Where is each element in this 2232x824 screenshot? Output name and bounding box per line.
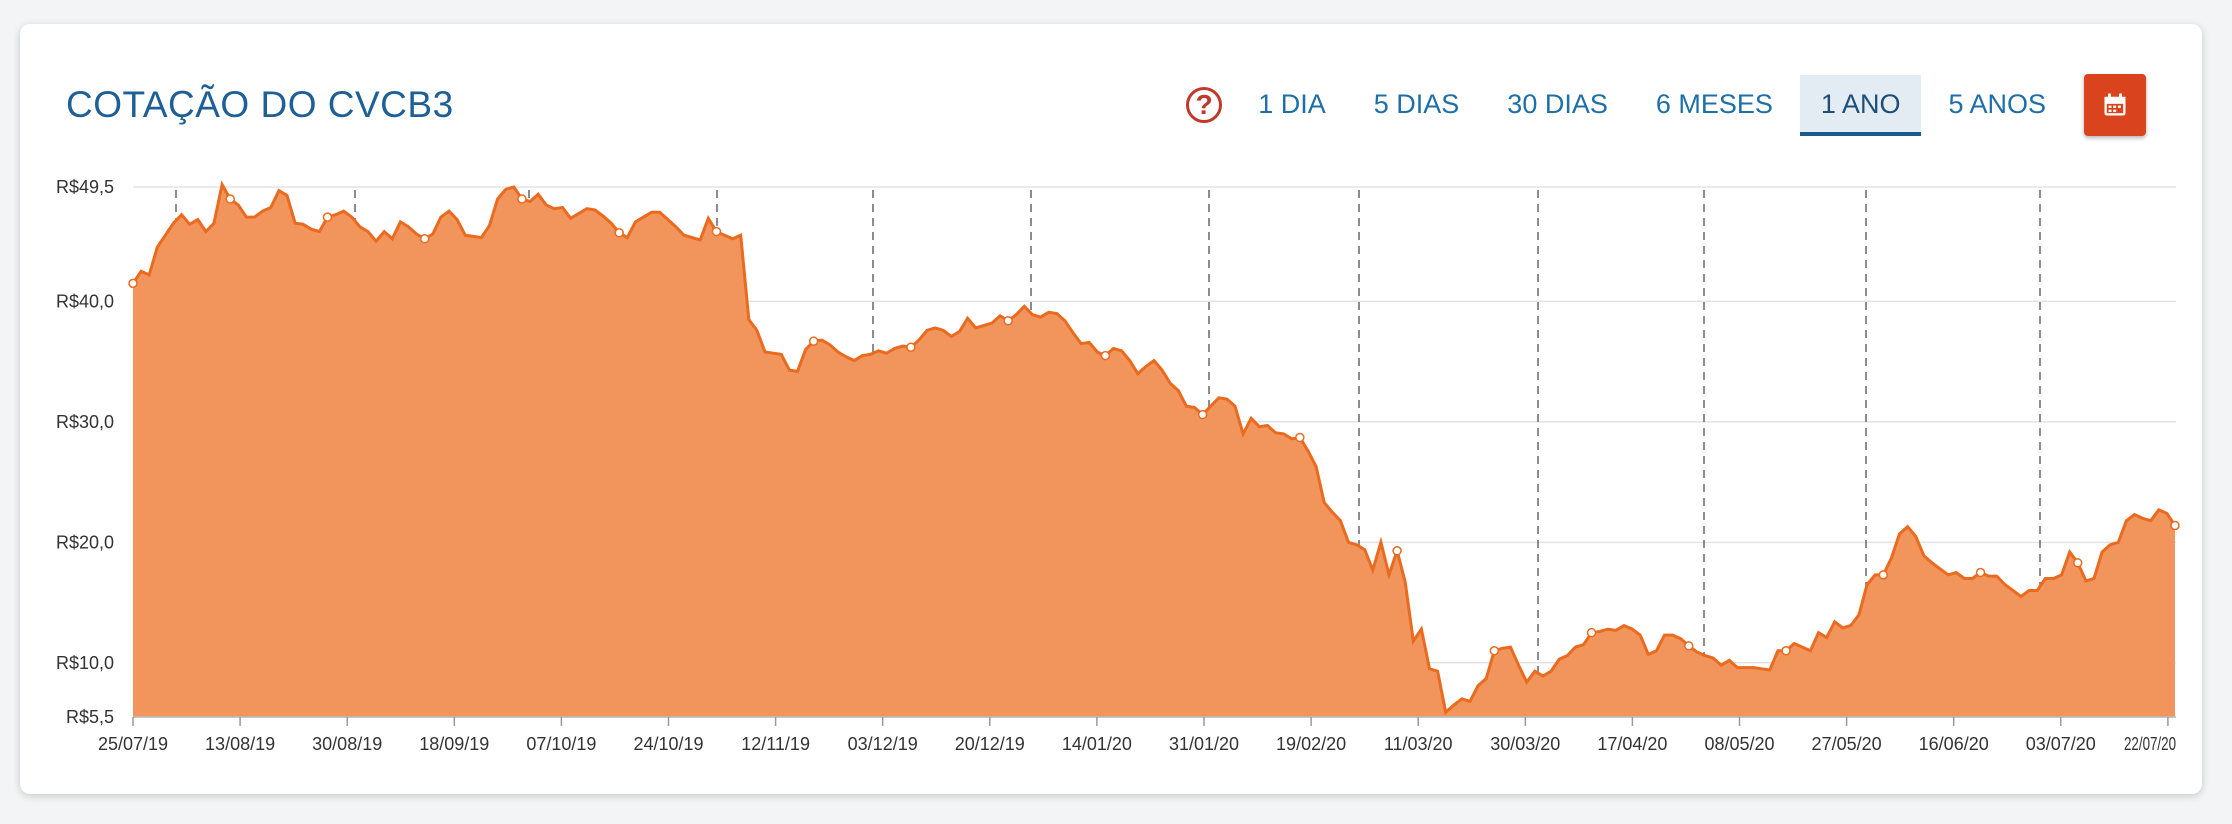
price-marker-point: [1684, 641, 1694, 651]
calendar-icon: [2104, 93, 2126, 116]
price-marker-point: [1489, 646, 1500, 656]
price-marker-point: [808, 336, 819, 346]
price-marker-point: [322, 212, 333, 222]
question-circle-icon[interactable]: ?: [1186, 87, 1223, 123]
x-tick-label: 13/08/19: [205, 734, 275, 754]
price-marker-point: [1197, 409, 1208, 420]
chart-title: COTAÇÃO DO CVCB3: [66, 84, 454, 125]
price-marker-point: [1878, 570, 1889, 580]
price-markers: [128, 194, 2180, 656]
range-1-ano-button[interactable]: 1 ANO: [1799, 74, 1922, 136]
x-tick-label: 03/07/20: [2026, 734, 2096, 754]
range-30-dias-button[interactable]: 30 DIAS: [1507, 88, 1608, 119]
price-marker-point: [225, 194, 235, 204]
x-tick-label: 07/10/19: [526, 734, 596, 754]
x-tick-label: 31/01/20: [1169, 734, 1239, 754]
price-marker-point: [1392, 546, 1402, 556]
x-tick-label: 11/03/20: [1384, 734, 1453, 754]
y-tick-label: R$10,0: [56, 653, 114, 673]
x-axis-labels: 25/07/19 13/08/19 30/08/19 18/09/19 07/10/19…: [98, 716, 2176, 754]
x-tick-label: 22/07/20: [2124, 734, 2176, 754]
price-marker-point: [1295, 432, 1305, 443]
y-axis-labels: R$49,5 R$40,0 R$30,0 R$20,0 R$10,0 R$5,5: [56, 177, 114, 727]
range-5-anos-button[interactable]: 5 ANOS: [1948, 88, 2046, 119]
range-1-dia-button[interactable]: 1 DIA: [1258, 88, 1326, 119]
price-marker-point: [1003, 315, 1013, 326]
y-tick-label: R$30,0: [56, 412, 114, 432]
x-tick-label: 12/11/19: [741, 734, 810, 754]
y-tick-label: R$5,5: [66, 707, 114, 727]
price-marker-point: [419, 234, 430, 244]
price-area: [133, 184, 2175, 718]
price-marker-point: [1781, 646, 1791, 656]
x-tick-label: 17/04/20: [1597, 734, 1667, 754]
range-toolbar: ? 1 DIA 5 DIAS 30 DIAS 6 MESES 1 ANO 5 A…: [1186, 74, 2146, 136]
x-tick-label: 19/02/20: [1276, 734, 1346, 754]
calendar-button[interactable]: [2084, 74, 2146, 136]
x-tick-label: 25/07/19: [98, 734, 168, 754]
x-tick-label: 16/06/20: [1919, 734, 1989, 754]
price-marker-point: [2170, 520, 2180, 531]
x-tick-label: 08/05/20: [1704, 734, 1774, 754]
price-line: [131, 180, 2177, 716]
price-marker-point: [2073, 558, 2083, 568]
range-5-dias-button[interactable]: 5 DIAS: [1373, 88, 1460, 119]
price-marker-point: [1975, 567, 1986, 578]
x-tick-label: 14/01/20: [1062, 734, 1132, 754]
price-marker-point: [906, 342, 916, 352]
price-marker-point: [128, 278, 138, 289]
x-tick-label: 03/12/19: [848, 734, 918, 754]
price-marker-point: [711, 226, 722, 237]
x-tick-label: 30/03/20: [1490, 734, 1560, 754]
x-tick-label: 24/10/19: [633, 734, 703, 754]
x-tick-label: 27/05/20: [1812, 734, 1882, 754]
x-tick-label: 30/08/19: [312, 734, 382, 754]
price-marker-point: [517, 194, 527, 204]
price-marker-point: [1586, 627, 1597, 638]
range-6-meses-button[interactable]: 6 MESES: [1655, 88, 1773, 119]
price-marker-point: [1100, 350, 1111, 361]
y-tick-label: R$49,5: [56, 177, 114, 197]
y-tick-label: R$20,0: [56, 532, 114, 552]
x-tick-label: 18/09/19: [419, 734, 489, 754]
price-marker-point: [614, 228, 624, 238]
x-tick-label: 20/12/19: [955, 734, 1025, 754]
y-tick-label: R$40,0: [56, 291, 114, 311]
